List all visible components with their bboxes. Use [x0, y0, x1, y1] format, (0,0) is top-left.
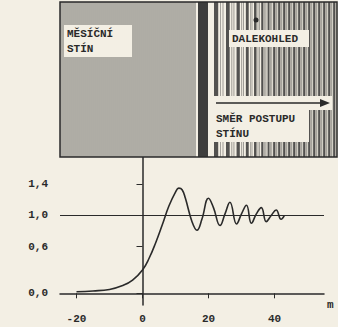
svg-text:0: 0: [139, 313, 146, 325]
svg-text:SMĚR POSTUPU: SMĚR POSTUPU: [216, 112, 295, 125]
svg-text:40: 40: [268, 313, 281, 325]
svg-text:STÍN: STÍN: [67, 42, 93, 55]
svg-text:m: m: [327, 299, 334, 311]
svg-text:MĚSÍČNÍ: MĚSÍČNÍ: [67, 27, 113, 40]
svg-text:20: 20: [202, 313, 215, 325]
svg-text:-20: -20: [67, 313, 87, 325]
svg-text:1,0: 1,0: [28, 209, 48, 221]
svg-text:DALEKOHLED: DALEKOHLED: [232, 33, 298, 45]
svg-text:0,6: 0,6: [28, 241, 48, 253]
svg-text:STÍNU: STÍNU: [216, 127, 249, 140]
svg-text:0,0: 0,0: [28, 287, 48, 299]
svg-text:1,4: 1,4: [28, 178, 48, 190]
